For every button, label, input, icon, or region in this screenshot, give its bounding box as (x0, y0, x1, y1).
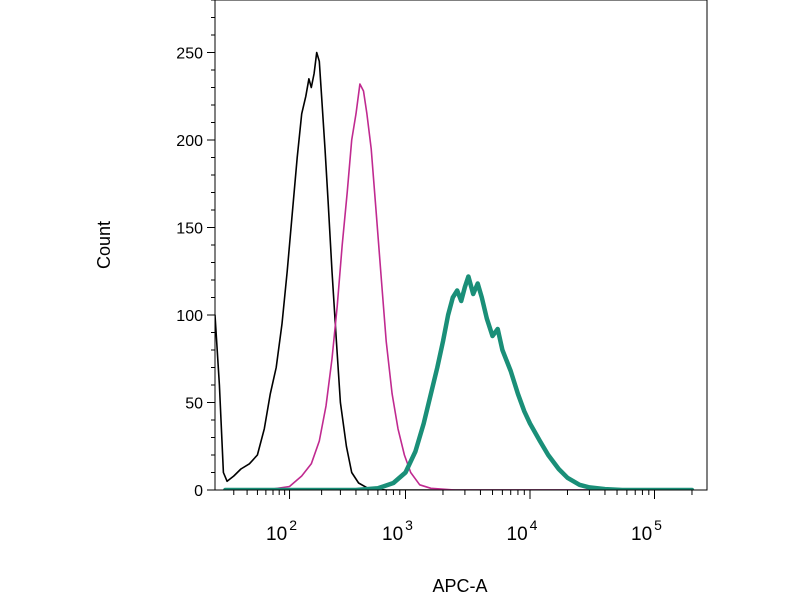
y-axis-ticks: 0 50 100 150 200 250 (176, 0, 215, 500)
series-line-3 (223, 274, 695, 490)
series-line-1 (215, 51, 693, 490)
y-axis-title: Count (94, 221, 114, 269)
x-tick-label: 10 2 (266, 517, 297, 545)
series-line-2 (224, 83, 693, 490)
y-axis-title-group: Count (94, 221, 114, 269)
y-tick-label: 150 (176, 221, 203, 238)
y-tick-label: 0 (194, 483, 203, 500)
series-layer (215, 51, 695, 490)
x-axis-ticks: 10 2 10 3 10 4 10 5 (233, 490, 693, 545)
x-tick-label: 10 5 (631, 517, 662, 545)
x-tick-label: 10 3 (382, 517, 413, 545)
plot-frame (214, 0, 708, 491)
y-tick-label: 100 (176, 308, 203, 325)
x-axis-title: APC-A (432, 576, 487, 596)
y-tick-label: 200 (176, 133, 203, 150)
y-tick-label: 250 (176, 46, 203, 63)
x-tick-label: 10 4 (507, 517, 538, 545)
y-tick-label: 50 (185, 396, 203, 413)
